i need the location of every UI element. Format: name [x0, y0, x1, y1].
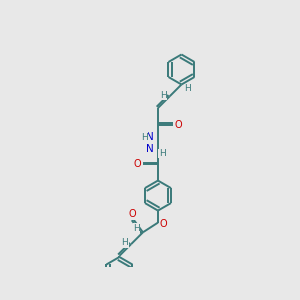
Text: H: H [121, 238, 128, 247]
Text: H: H [160, 91, 167, 100]
Text: O: O [128, 209, 136, 219]
Text: N: N [146, 132, 154, 142]
Text: O: O [175, 120, 182, 130]
Text: O: O [134, 159, 141, 170]
Text: H: H [133, 224, 140, 233]
Text: N: N [146, 144, 154, 154]
Text: H: H [184, 84, 191, 93]
Text: O: O [160, 220, 167, 230]
Text: H: H [141, 133, 148, 142]
Text: H: H [159, 149, 166, 158]
